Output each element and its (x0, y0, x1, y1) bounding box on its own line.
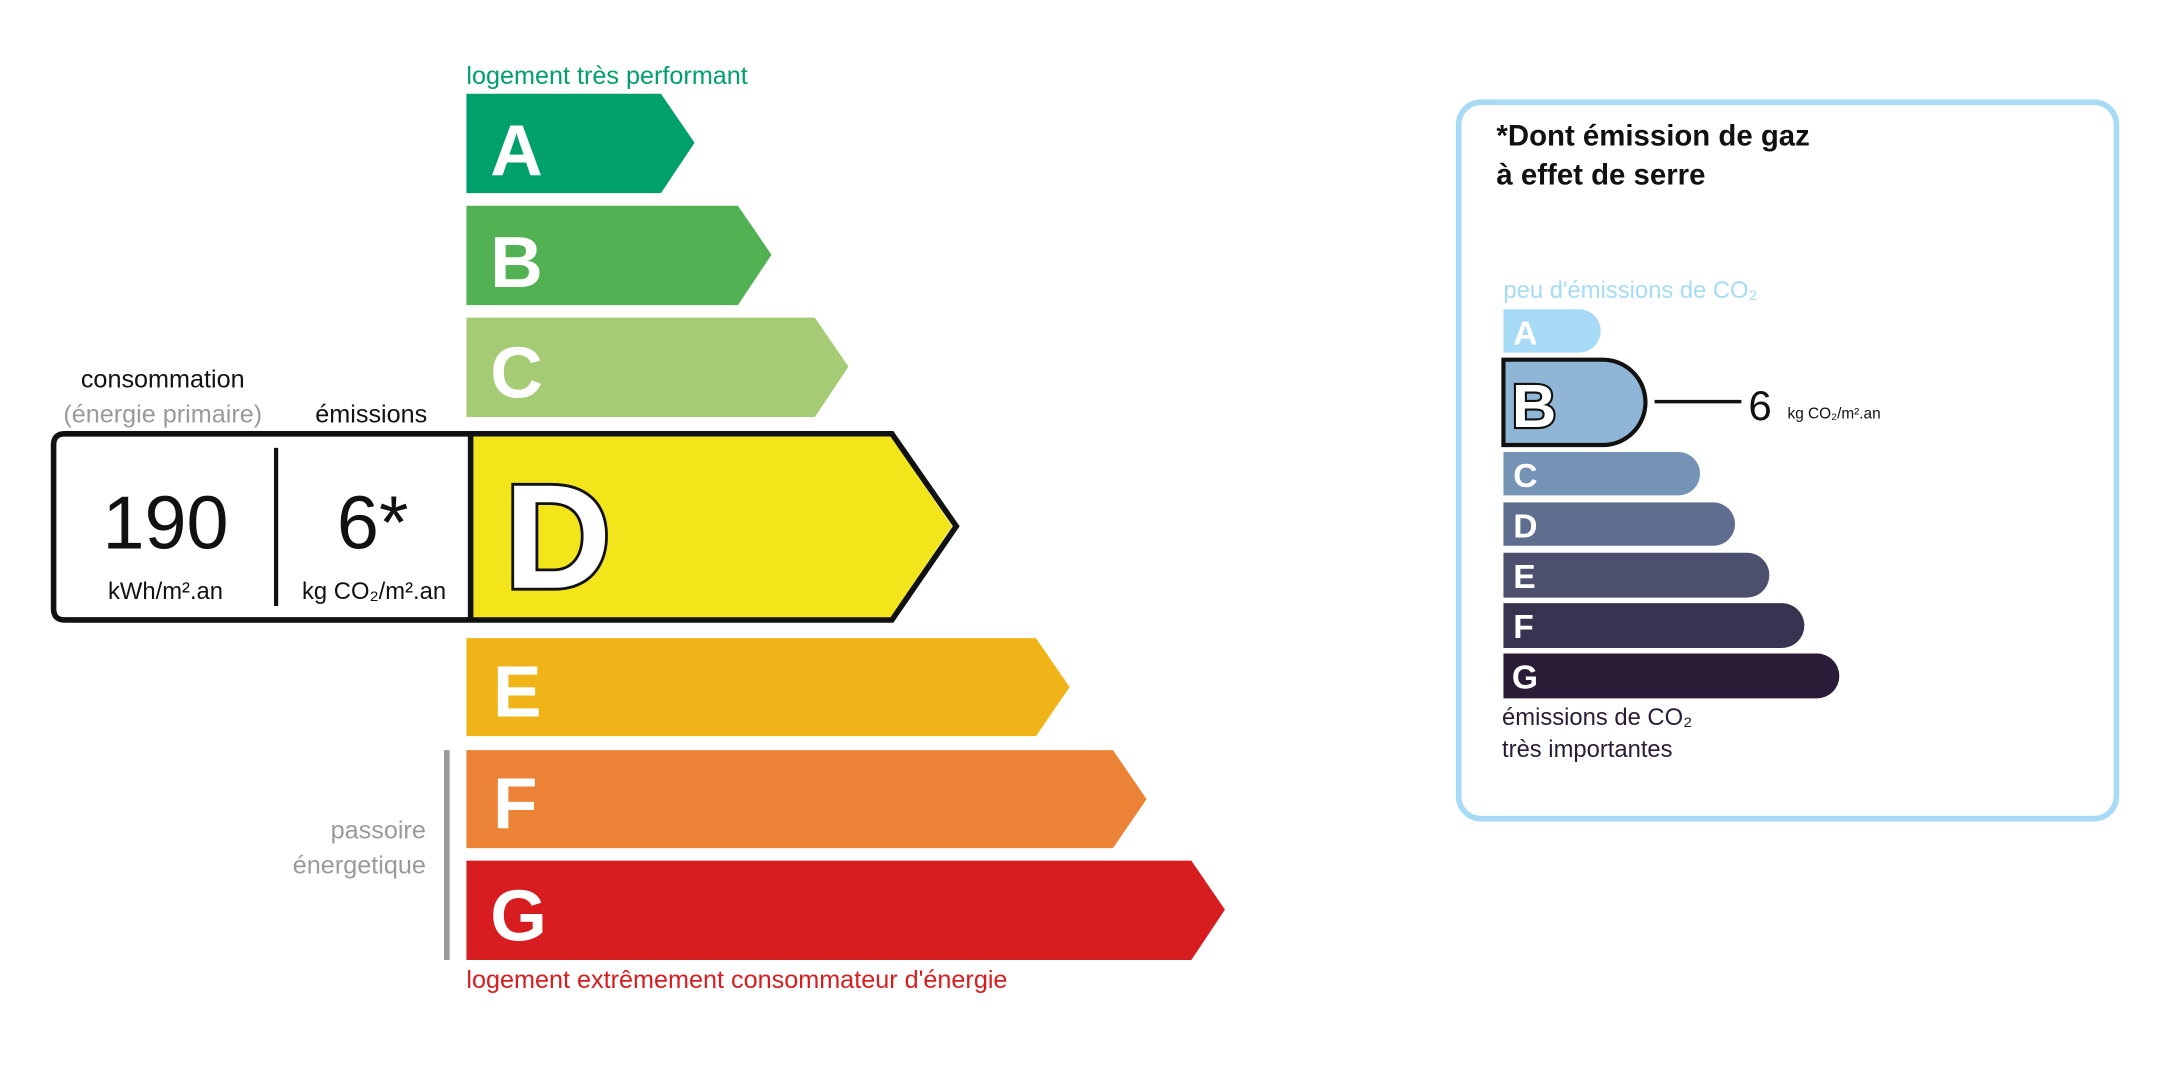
energy-class-b: B (466, 205, 772, 306)
ges-top-label: peu d'émissions de CO₂ (1503, 277, 1757, 304)
ges-class-d: D (1503, 502, 1736, 546)
ges-class-c: C (1503, 452, 1701, 496)
energy-top-label: logement très performant (466, 62, 747, 90)
passoire-label-line1: passoire (331, 816, 426, 844)
consumption-value: 190 (103, 482, 229, 566)
energy-class-letter: C (490, 332, 543, 413)
emissions-unit: kg CO₂/m².an (302, 578, 446, 605)
passoire-label-line2: énergetique (293, 851, 426, 879)
emissions-value: 6* (337, 482, 408, 566)
energy-class-letter: B (490, 222, 543, 303)
energy-class-f: F (466, 750, 1147, 849)
energy-class-d-current: D (50, 431, 960, 623)
energy-class-letter: E (493, 652, 542, 733)
energy-bottom-label: logement extrêmement consommateur d'éner… (466, 966, 1007, 994)
ges-class-letter: G (1512, 660, 1538, 697)
ges-class-letter: D (1513, 508, 1537, 545)
energy-class-letter: F (493, 763, 537, 844)
ges-bottom-label-line1: émissions de CO₂ (1502, 704, 1692, 731)
energy-class-e: E (466, 638, 1070, 737)
energy-current-letter: D (504, 455, 611, 620)
consumption-sublabel: (énergie primaire) (63, 401, 262, 429)
consumption-unit: kWh/m².an (108, 578, 223, 605)
ges-current-letter: B (1512, 372, 1556, 441)
energy-class-c: C (466, 317, 849, 418)
ges-class-letter: A (1513, 315, 1537, 352)
energy-class-g: G (466, 860, 1225, 961)
ges-title-line2: à effet de serre (1496, 159, 1705, 192)
ges-class-a: A (1503, 309, 1601, 353)
ges-class-letter: F (1513, 609, 1534, 646)
consumption-label: consommation (81, 366, 245, 394)
energy-class-letter: G (490, 875, 547, 956)
ges-bottom-label-line2: très importantes (1502, 736, 1673, 763)
ges-class-e: E (1503, 552, 1770, 598)
ges-title-line1: *Dont émission de gaz (1496, 120, 1809, 153)
ges-unit: kg CO₂/m².an (1788, 405, 1881, 422)
emissions-label: émissions (315, 401, 427, 429)
ges-class-g: G (1503, 653, 1840, 699)
ges-class-letter: E (1513, 559, 1535, 596)
ges-class-letter: C (1513, 458, 1537, 495)
energy-class-letter: A (490, 110, 543, 191)
ges-class-f: F (1503, 603, 1805, 648)
ges-class-b-current: B (1501, 357, 1648, 448)
ges-value: 6 (1748, 382, 1771, 429)
energy-class-a: A (466, 93, 695, 194)
